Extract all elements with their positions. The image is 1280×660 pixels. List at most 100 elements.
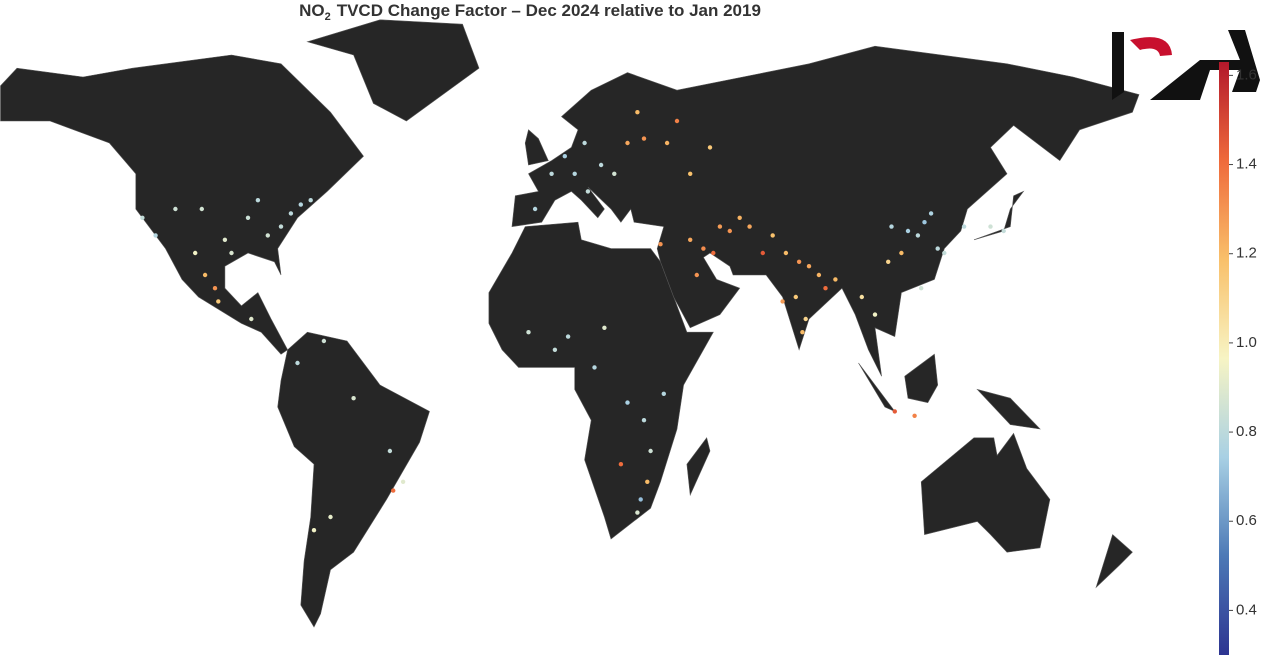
- chart-title: NO2 TVCD Change Factor – Dec 2024 relativ…: [299, 1, 761, 22]
- point: [311, 528, 317, 533]
- colorbar-tick-label: 1.4: [1236, 156, 1257, 173]
- land: [686, 437, 711, 497]
- point: [255, 198, 261, 203]
- point: [961, 224, 967, 229]
- colorbar-tick-label: 0.4: [1236, 601, 1257, 618]
- title-part: NO: [299, 1, 325, 20]
- point: [707, 145, 713, 150]
- point: [638, 497, 643, 502]
- point: [400, 479, 406, 484]
- point: [800, 330, 805, 335]
- land: [277, 331, 430, 628]
- point: [153, 233, 158, 238]
- point: [532, 206, 538, 212]
- point: [549, 171, 554, 176]
- colorbar-tick-label: 1.2: [1236, 245, 1257, 262]
- point: [922, 220, 927, 225]
- point: [816, 272, 822, 278]
- point: [727, 228, 732, 234]
- point: [173, 206, 178, 212]
- point: [912, 413, 917, 418]
- point: [199, 206, 204, 212]
- colorbar-axis: 0.4 0.6 0.8 1.0 1.2 1.4 1.6: [1229, 66, 1257, 618]
- point: [694, 272, 699, 278]
- point: [915, 233, 921, 238]
- point: [886, 259, 891, 264]
- point: [645, 479, 650, 484]
- point: [796, 259, 802, 264]
- point: [582, 140, 587, 146]
- land: [973, 190, 1025, 241]
- point: [308, 198, 313, 203]
- point: [641, 136, 647, 141]
- point: [265, 233, 270, 238]
- colorbar-tick-label: 1.0: [1236, 334, 1257, 351]
- land: [511, 45, 1140, 377]
- point: [760, 250, 765, 256]
- point: [905, 228, 911, 234]
- point: [701, 246, 706, 251]
- land: [904, 353, 939, 403]
- point: [833, 277, 838, 282]
- point: [988, 224, 993, 229]
- point: [625, 140, 630, 146]
- point: [618, 462, 624, 467]
- point: [783, 250, 789, 256]
- point: [747, 224, 752, 229]
- data-points: [140, 110, 1006, 533]
- land-masses: [0, 19, 1140, 628]
- point: [351, 396, 356, 401]
- point: [899, 250, 904, 256]
- point: [552, 347, 558, 352]
- point: [526, 330, 531, 335]
- colorbar-tick-label: 0.6: [1236, 512, 1257, 529]
- title-part: TVCD Change Factor – Dec 2024 relative t…: [337, 1, 761, 20]
- point: [892, 409, 897, 414]
- point: [717, 224, 723, 229]
- point: [935, 246, 940, 251]
- point: [803, 316, 808, 322]
- point: [387, 448, 393, 454]
- logo: [1112, 30, 1260, 100]
- point: [641, 418, 647, 423]
- point: [298, 202, 303, 207]
- point: [140, 215, 145, 220]
- point: [212, 286, 218, 291]
- point: [193, 250, 198, 256]
- land: [920, 432, 1051, 553]
- point: [585, 189, 591, 194]
- land: [306, 19, 480, 122]
- point: [661, 391, 666, 396]
- point: [711, 250, 716, 256]
- point: [928, 211, 934, 216]
- point: [942, 250, 947, 256]
- point: [806, 264, 812, 269]
- point: [229, 250, 234, 256]
- point: [872, 312, 878, 317]
- point: [658, 242, 663, 247]
- colorbar-tick-label: 0.8: [1236, 423, 1257, 440]
- land: [858, 362, 896, 413]
- point: [859, 294, 864, 300]
- point: [919, 286, 924, 291]
- point: [295, 360, 300, 366]
- point: [770, 233, 775, 238]
- point: [612, 171, 617, 176]
- point: [562, 154, 567, 159]
- point: [648, 448, 653, 454]
- point: [572, 171, 577, 176]
- point: [793, 294, 798, 300]
- point: [328, 514, 333, 520]
- point: [635, 510, 640, 515]
- point: [737, 215, 742, 220]
- point: [664, 140, 670, 146]
- point: [635, 110, 640, 115]
- point: [288, 211, 294, 216]
- point: [222, 237, 228, 242]
- point: [202, 272, 208, 278]
- point: [780, 299, 785, 304]
- point: [321, 338, 327, 344]
- title-subscript: 2: [325, 11, 331, 23]
